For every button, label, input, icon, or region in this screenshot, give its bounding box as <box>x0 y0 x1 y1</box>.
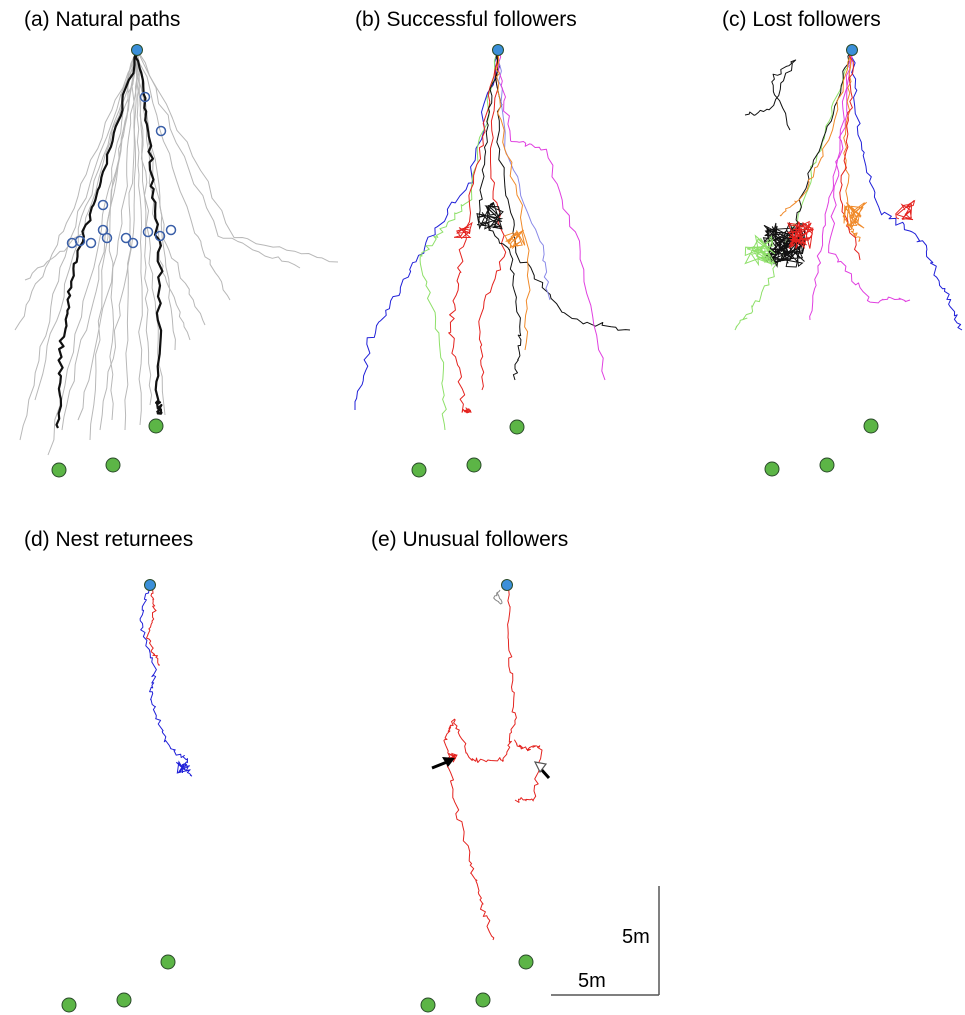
target-marker-a-1 <box>148 418 164 434</box>
follower-tangle-b-1 <box>476 201 504 230</box>
unusual-path-e-red <box>443 584 517 941</box>
natural-marker-8 <box>120 232 132 244</box>
natural-path-a-18 <box>14 49 138 331</box>
lost-path-c-orange-2 <box>779 49 853 217</box>
returnee-path-d-red <box>146 584 160 666</box>
follower-path-b-lavender <box>497 49 551 301</box>
natural-path-a-3 <box>61 49 138 431</box>
natural-path-a-1 <box>34 49 138 401</box>
follower-path-b-red-2 <box>478 49 507 391</box>
natural-path-a-19 <box>24 49 138 281</box>
lost-tangle-c-2 <box>744 234 776 267</box>
follower-tangle-b-3 <box>504 229 526 250</box>
natural-marker-5 <box>85 237 97 249</box>
lost-tangle-c-4 <box>842 201 868 230</box>
target-marker-e-3 <box>475 992 491 1008</box>
panel-title-c: (c) Lost followers <box>722 8 881 31</box>
lost-path-c-blue <box>849 49 963 331</box>
scale-label-horizontal: 5m <box>578 970 606 992</box>
natural-path-a-7 <box>108 49 138 421</box>
natural-path-a-14 <box>136 49 206 326</box>
target-marker-d-1 <box>160 954 176 970</box>
natural-marker-11 <box>165 224 177 236</box>
nest-marker-a <box>131 44 143 56</box>
arrow-layer <box>431 757 551 780</box>
target-marker-a-3 <box>105 457 121 473</box>
target-marker-d-3 <box>116 992 132 1008</box>
target-marker-d-2 <box>61 997 77 1013</box>
natural-path-a-17 <box>136 49 339 263</box>
black-arrow-head-icon <box>442 757 455 767</box>
returnee-tangle-d <box>175 760 190 774</box>
panel-title-b: (b) Successful followers <box>355 8 577 31</box>
natural-marker-1 <box>155 125 167 137</box>
nest-marker-c <box>846 44 858 56</box>
natural-path-a-2 <box>47 49 138 456</box>
panel-title-d: (d) Nest returnees <box>24 528 194 551</box>
target-marker-b-3 <box>466 457 482 473</box>
unusual-path-e-gray <box>493 589 503 605</box>
natural-path-a-15 <box>136 49 231 301</box>
lost-tangle-c-5 <box>895 199 916 221</box>
natural-marker-6 <box>97 224 109 236</box>
natural-path-a-6 <box>99 50 138 431</box>
gray-arrow-head-icon <box>533 761 548 774</box>
natural-path-highlight-left <box>55 49 139 429</box>
scale-label-vertical: 5m <box>622 926 650 948</box>
follower-path-b-green <box>419 49 499 431</box>
follower-path-b-magenta-1 <box>497 49 606 381</box>
target-marker-c-2 <box>764 461 780 477</box>
natural-path-a-9 <box>135 49 143 426</box>
target-marker-a-2 <box>51 462 67 478</box>
unusual-path-e-red-loop <box>514 739 543 803</box>
target-marker-e-1 <box>518 954 534 970</box>
natural-path-highlight-right <box>134 49 164 415</box>
lost-path-c-magenta-2 <box>809 49 853 321</box>
path-layer <box>14 49 963 941</box>
follower-path-b-black-1 <box>478 49 522 381</box>
natural-marker-4 <box>74 235 86 247</box>
follower-path-b-blue <box>354 49 499 410</box>
natural-marker-9 <box>142 226 154 238</box>
target-marker-e-2 <box>420 997 436 1013</box>
lost-path-c-orange-1 <box>843 49 861 242</box>
natural-marker-0 <box>139 91 151 103</box>
natural-marker-7 <box>101 232 113 244</box>
target-marker-c-1 <box>863 418 879 434</box>
returnee-path-d-blue <box>139 584 193 777</box>
natural-marker-10 <box>154 230 166 242</box>
natural-path-a-0 <box>19 49 138 441</box>
nest-marker-b <box>492 44 504 56</box>
panel-title-a: (a) Natural paths <box>24 8 181 31</box>
scale-bar <box>551 886 660 996</box>
follower-path-b-orange <box>495 49 531 351</box>
lost-path-c-green <box>734 49 853 331</box>
follower-path-b-red-1 <box>448 49 499 414</box>
target-marker-b-2 <box>411 462 427 478</box>
natural-path-a-4 <box>77 49 138 421</box>
lost-path-c-black-2 <box>744 59 797 131</box>
target-marker-c-3 <box>819 457 835 473</box>
nest-marker-d <box>144 579 156 591</box>
natural-marker-12 <box>127 237 139 249</box>
follower-path-b-black-2 <box>495 49 631 331</box>
panel-title-e: (e) Unusual followers <box>371 528 569 551</box>
lost-path-c-magenta-1 <box>828 49 911 304</box>
lost-path-c-red <box>839 49 861 261</box>
natural-path-a-16 <box>136 49 301 269</box>
target-marker-b-1 <box>509 419 525 435</box>
natural-marker-2 <box>97 199 109 211</box>
natural-path-a-8 <box>124 49 138 431</box>
lost-tangle-c-3 <box>787 220 814 249</box>
natural-path-a-11 <box>135 49 166 416</box>
marker-layer <box>51 44 879 1013</box>
follower-tangle-b-2 <box>453 221 473 240</box>
nest-marker-e <box>501 579 513 591</box>
